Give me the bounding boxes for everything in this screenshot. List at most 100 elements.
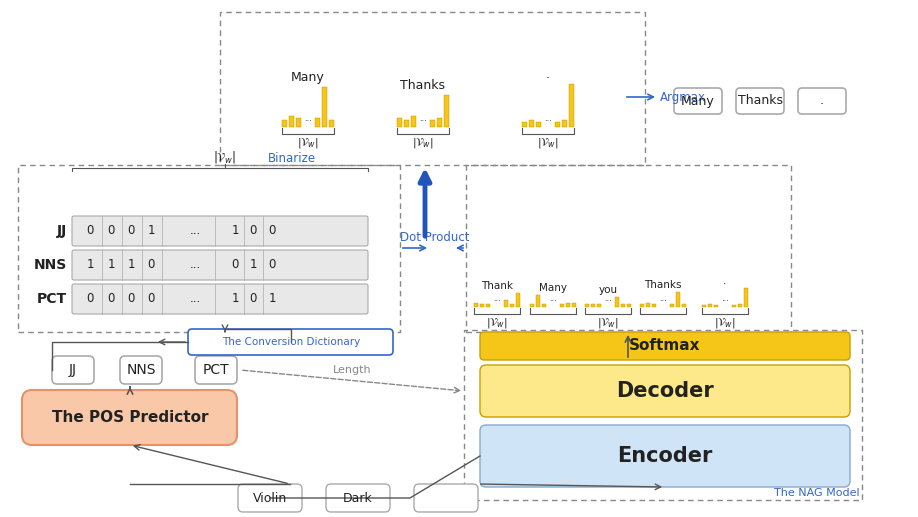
Bar: [486, 303, 490, 307]
Text: 0: 0: [128, 224, 135, 237]
Bar: [437, 118, 442, 127]
Bar: [702, 306, 706, 307]
Text: $|\mathcal{V}_w|$: $|\mathcal{V}_w|$: [297, 136, 319, 150]
Bar: [536, 295, 540, 307]
Bar: [530, 305, 534, 307]
Bar: [676, 292, 680, 307]
Text: ...: ...: [189, 224, 201, 237]
Text: PCT: PCT: [37, 292, 67, 306]
Text: $|\mathcal{V}_w|$: $|\mathcal{V}_w|$: [714, 316, 736, 330]
Bar: [397, 118, 402, 127]
Bar: [585, 305, 589, 307]
Text: $|\mathcal{V}_w|$: $|\mathcal{V}_w|$: [486, 316, 508, 330]
Text: ...: ...: [493, 294, 501, 303]
FancyBboxPatch shape: [480, 332, 850, 360]
Text: ...: ...: [419, 114, 427, 123]
Text: 0: 0: [268, 258, 275, 271]
Bar: [510, 305, 514, 307]
Text: 0: 0: [107, 224, 115, 237]
Text: $|\mathcal{V}_w|$: $|\mathcal{V}_w|$: [412, 136, 434, 150]
Bar: [504, 300, 508, 307]
Bar: [289, 116, 294, 127]
Text: Violin: Violin: [252, 492, 287, 505]
Text: Dark: Dark: [343, 492, 373, 505]
Text: Many: Many: [291, 71, 325, 84]
Text: Many: Many: [539, 283, 567, 293]
Bar: [566, 303, 570, 307]
Text: ...: ...: [189, 258, 201, 271]
Bar: [315, 118, 320, 127]
FancyBboxPatch shape: [238, 484, 302, 512]
Text: 1: 1: [86, 258, 94, 271]
Text: 0: 0: [231, 258, 239, 271]
Text: JJ: JJ: [57, 224, 67, 238]
Bar: [569, 84, 574, 127]
FancyBboxPatch shape: [72, 284, 368, 314]
Text: 1: 1: [147, 224, 155, 237]
Bar: [529, 120, 534, 127]
Bar: [646, 303, 650, 307]
Text: ...: ...: [604, 294, 612, 303]
Bar: [627, 303, 631, 307]
Bar: [430, 120, 435, 127]
Text: 0: 0: [147, 258, 155, 271]
Bar: [444, 95, 449, 127]
Bar: [296, 118, 301, 127]
Text: $|\mathcal{V}_w|$: $|\mathcal{V}_w|$: [537, 136, 559, 150]
Bar: [560, 303, 564, 307]
Bar: [536, 121, 541, 127]
Bar: [744, 288, 748, 307]
Text: 0: 0: [86, 293, 94, 306]
Text: 0: 0: [86, 224, 94, 237]
Bar: [329, 120, 334, 127]
Text: ...: ...: [189, 293, 201, 306]
FancyBboxPatch shape: [188, 329, 393, 355]
Bar: [555, 121, 560, 127]
Text: 1: 1: [231, 293, 239, 306]
FancyBboxPatch shape: [480, 365, 850, 417]
Text: The POS Predictor: The POS Predictor: [51, 410, 208, 425]
Text: NNS: NNS: [34, 258, 67, 272]
FancyBboxPatch shape: [22, 390, 237, 445]
Text: The NAG Model: The NAG Model: [775, 488, 860, 498]
Bar: [640, 305, 644, 307]
Text: 1: 1: [128, 258, 135, 271]
Text: ...: ...: [659, 294, 667, 303]
Bar: [670, 303, 674, 307]
Text: 0: 0: [107, 293, 115, 306]
Bar: [732, 306, 736, 307]
Text: ...: ...: [544, 114, 552, 123]
Text: JJ: JJ: [69, 363, 77, 377]
Text: Thanks: Thanks: [737, 95, 782, 108]
Bar: [714, 306, 718, 307]
Text: Thank: Thank: [481, 281, 513, 292]
Text: NNS: NNS: [127, 363, 156, 377]
Bar: [282, 120, 287, 127]
Text: 0: 0: [250, 224, 257, 237]
Bar: [738, 305, 742, 307]
Text: Binarize: Binarize: [268, 152, 316, 165]
Bar: [572, 303, 576, 307]
Text: Encoder: Encoder: [617, 446, 712, 466]
Text: The Conversion Dictionary: The Conversion Dictionary: [222, 337, 360, 347]
Bar: [597, 305, 601, 307]
Text: Decoder: Decoder: [616, 381, 714, 401]
Bar: [474, 303, 478, 307]
FancyBboxPatch shape: [52, 356, 94, 384]
Text: .: .: [546, 68, 550, 81]
Text: you: you: [599, 285, 618, 295]
Text: Thanks: Thanks: [644, 280, 682, 290]
Text: Softmax: Softmax: [629, 339, 700, 354]
FancyBboxPatch shape: [480, 425, 850, 487]
Text: PCT: PCT: [203, 363, 230, 377]
Text: Thanks: Thanks: [400, 79, 445, 92]
Text: 1: 1: [231, 224, 239, 237]
Text: .: .: [723, 276, 727, 286]
FancyBboxPatch shape: [72, 216, 368, 246]
Text: 0: 0: [250, 293, 257, 306]
Text: 0: 0: [147, 293, 155, 306]
Text: 1: 1: [268, 293, 275, 306]
Text: Argmax: Argmax: [660, 90, 706, 103]
Text: 1: 1: [250, 258, 257, 271]
FancyBboxPatch shape: [414, 484, 478, 512]
